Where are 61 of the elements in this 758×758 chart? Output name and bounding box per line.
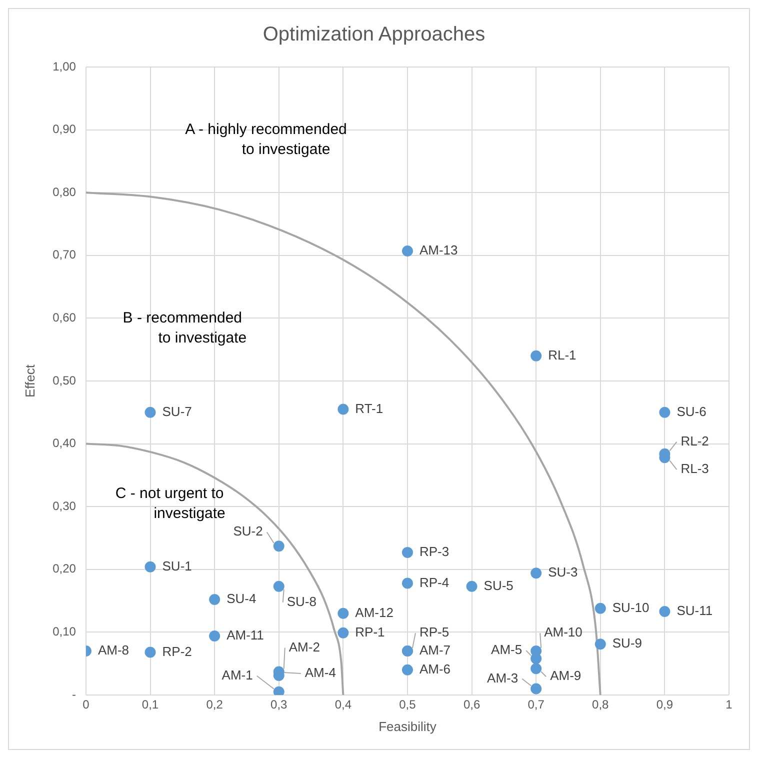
x-tick-label: 0,9 <box>656 698 674 712</box>
annotation: SU-7 <box>162 404 192 419</box>
annotation: AM-3 <box>487 670 518 686</box>
annotation: SU-3 <box>548 564 578 580</box>
annotation: AM-12 <box>355 604 394 620</box>
y-tick-label: 0,30 <box>52 498 76 513</box>
y-axis-title: Effect <box>22 364 38 398</box>
x-tick-label: 0,2 <box>206 698 224 712</box>
annotation: AM-1 <box>222 667 253 682</box>
annotation: RP-2 <box>162 644 192 659</box>
annotation: RT-1 <box>355 400 384 416</box>
x-tick-label: 0,4 <box>334 698 352 712</box>
annotation: A - highly recommended to investigate <box>185 120 347 158</box>
annotation: SU-6 <box>676 404 706 419</box>
annotation: AM-5 <box>491 642 522 658</box>
annotation: AM-13 <box>419 242 458 258</box>
y-tick-label: 0,10 <box>52 624 76 639</box>
annotation: AM-2 <box>288 639 320 654</box>
x-tick-label: 1 <box>726 698 733 712</box>
annotation: SU-1 <box>162 558 192 574</box>
annotation: SU-5 <box>484 578 514 593</box>
x-tick-label: 0,3 <box>270 698 288 712</box>
y-tick-label: 0,70 <box>52 248 76 262</box>
annotation: SU-10 <box>612 600 650 615</box>
x-tick-label: 0,8 <box>592 698 610 712</box>
annotation: RL-2 <box>680 433 709 448</box>
annotation: B - recommended to investigate <box>122 309 247 346</box>
x-tick-label: 0,5 <box>399 698 416 712</box>
annotation: AM-8 <box>98 642 130 658</box>
annotation: RP-3 <box>419 544 450 560</box>
annotation: AM-9 <box>550 668 582 684</box>
y-tick-label: 0,50 <box>52 373 76 388</box>
annotation: AM-10 <box>544 624 582 640</box>
annotation: RP-5 <box>419 624 450 640</box>
annotation: AM-6 <box>419 661 451 676</box>
annotation: AM-7 <box>419 642 451 658</box>
annotation: RL-1 <box>548 347 576 362</box>
y-tick-label: - <box>72 687 76 702</box>
x-tick-label: 0,7 <box>528 698 545 712</box>
x-axis-title: Feasibility <box>378 718 437 734</box>
x-tick-label: 0 <box>82 698 90 712</box>
annotation: SU-4 <box>226 591 256 606</box>
annotation: C - not urgent to investigate <box>115 485 226 522</box>
y-tick-label: 0,60 <box>52 310 76 325</box>
y-tick-label: 0,80 <box>52 184 76 199</box>
annotation: SU-2 <box>233 524 263 539</box>
y-tick-label: 1,00 <box>52 59 76 74</box>
annotation: RP-1 <box>355 624 385 640</box>
annotation: SU-8 <box>286 594 316 609</box>
chart-title: Optimization Approaches <box>262 24 486 46</box>
annotation: RP-4 <box>419 574 450 590</box>
y-tick-label: 0,90 <box>52 122 76 136</box>
y-tick-label: 0,20 <box>52 562 76 576</box>
annotation: AM-11 <box>226 628 264 643</box>
annotation: SU-11 <box>676 603 713 618</box>
y-tick-label: 0,40 <box>52 436 76 450</box>
annotation: RL-3 <box>680 461 709 476</box>
annotation: AM-4 <box>304 665 336 680</box>
x-tick-label: 0,6 <box>463 698 480 712</box>
annotation: SU-9 <box>612 636 642 651</box>
x-tick-label: 0,1 <box>142 698 159 712</box>
